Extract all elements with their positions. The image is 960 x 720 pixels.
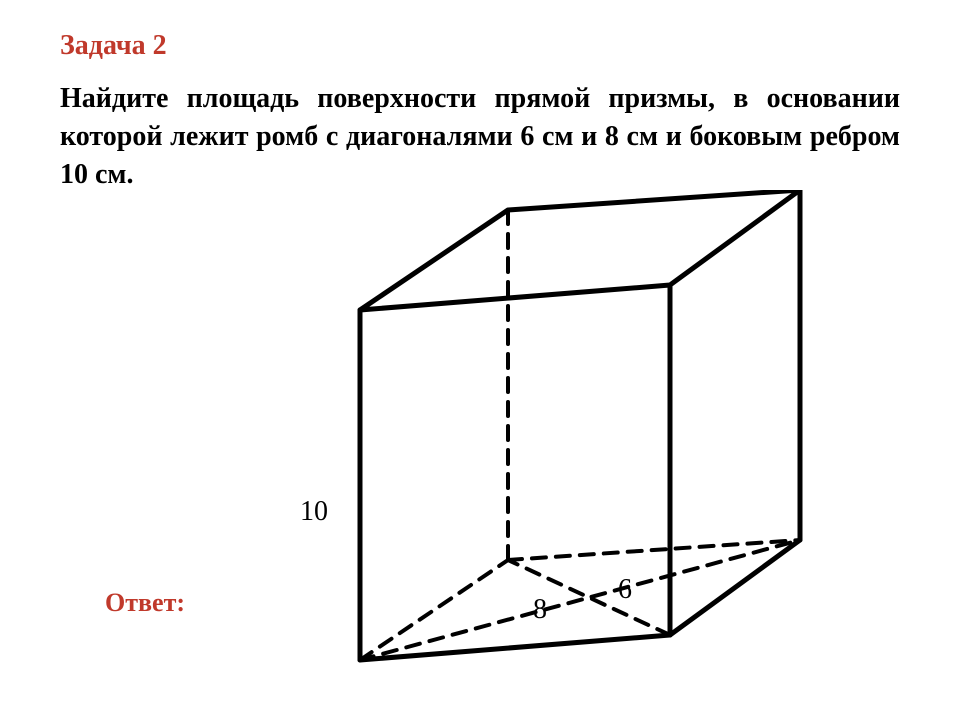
problem-title: Задача 2 [60,30,900,62]
label-diag2: 6 [618,574,632,605]
edge-bottom-BC [670,540,800,635]
face-top [360,190,800,310]
prism-solid [360,190,800,660]
prism-dashed [360,210,800,660]
prism-svg: 10 8 6 [240,190,840,690]
answer-label: Ответ: [105,588,185,618]
label-height: 10 [300,496,328,527]
page: Задача 2 Найдите площадь поверхности пря… [0,0,960,720]
prism-labels: 10 8 6 [300,496,632,625]
label-diag1: 8 [533,594,547,625]
prism-figure: 10 8 6 [240,190,840,690]
problem-statement: Найдите площадь поверхности прямой призм… [60,80,900,193]
edge-bottom-AD [360,560,508,660]
